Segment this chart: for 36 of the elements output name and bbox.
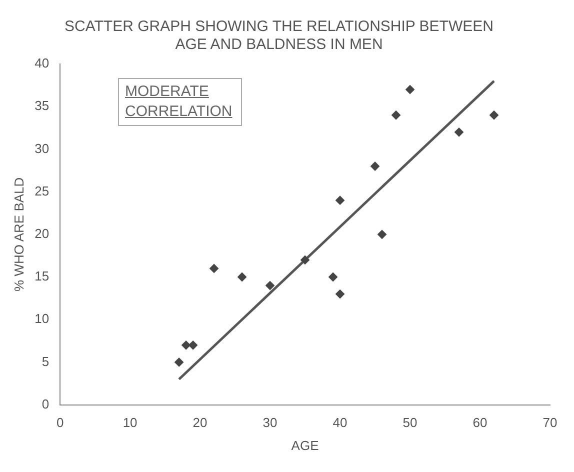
x-tick-label: 50: [402, 415, 418, 430]
y-tick-label: 15: [34, 268, 50, 284]
point: [336, 290, 345, 299]
x-tick-label: 60: [472, 415, 488, 430]
point: [392, 110, 401, 120]
y-tick-label: 5: [42, 354, 50, 369]
point: [210, 264, 219, 273]
point: [336, 196, 345, 205]
x-tick-label: 20: [192, 415, 208, 430]
point: [406, 85, 415, 94]
point: [370, 162, 380, 171]
y-tick-label: 25: [34, 183, 50, 198]
x-axis-title: AGE: [291, 438, 320, 453]
point: [300, 255, 310, 264]
x-tick-label: 70: [542, 415, 558, 430]
y-tick-label: 20: [34, 226, 50, 241]
point: [328, 272, 338, 282]
point: [454, 128, 464, 137]
y-tick-label: 0: [42, 396, 50, 412]
point: [188, 340, 198, 350]
x-tick-label: 30: [262, 415, 278, 430]
point: [266, 281, 275, 290]
y-tick-label: 30: [34, 140, 50, 156]
x-tick-label: 10: [122, 415, 138, 430]
point: [238, 272, 247, 282]
y-tick-label: 35: [34, 98, 50, 114]
point: [378, 230, 387, 239]
point: [174, 358, 184, 367]
y-tick-label: 10: [34, 311, 50, 326]
y-tick-label: 40: [34, 56, 50, 71]
chart-title: SCATTER GRAPH SHOWING THE RELATIONSHIP BETWEEN AGE AND BALDNESS IN MEN: [64, 18, 494, 54]
y-axis-title: % WHO ARE BALD: [11, 177, 26, 292]
point: [490, 110, 499, 120]
x-tick-label: 0: [56, 415, 64, 430]
x-tick-label: 40: [332, 415, 348, 430]
annotation: MODERATE CORRELATION: [118, 78, 242, 126]
